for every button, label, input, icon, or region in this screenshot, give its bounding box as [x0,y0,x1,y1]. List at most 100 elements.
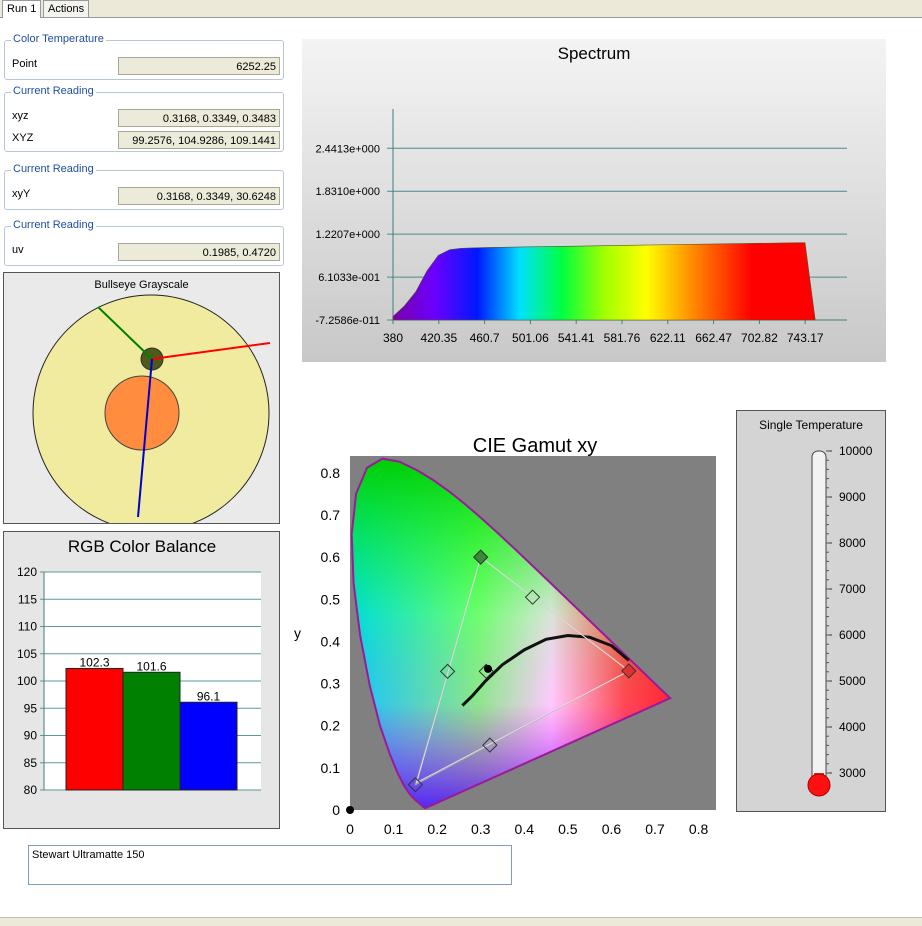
spectrum-x-tick-label: 743.17 [787,331,824,345]
tab-run-1[interactable]: Run 1 [2,0,42,18]
gauge-scale-label: 9000 [839,490,866,504]
bullseye-panel: Bullseye Grayscale [3,272,280,524]
color-temperature-group: Color Temperature Point 6252.25 [4,33,284,80]
spectrum-y-tick-label: -7.2586e-011 [315,315,380,327]
gauge-scale-label: 10000 [839,444,873,458]
spectrum-title: Spectrum [558,44,631,63]
cie-red-marker [621,663,637,679]
rgb-bar-data-label: 102.3 [79,655,109,669]
temperature-gauge: Single Temperature 10000 9000 8000 7000 6000… [759,418,873,797]
gauge-scale-label: 6000 [839,628,866,642]
cie-x-tick-label: 0.5 [558,821,578,837]
rgb-y-tick-label: 95 [24,701,38,715]
reading-xyz-title: Current Reading [11,85,96,97]
spectrum-y-tick-label: 1.8310e+000 [315,186,380,198]
cie-chart: CIE Gamut xy 0 0.1 0.2 0.3 0.4 0.5 0.6 0.7 0.8 0 0… [294,435,716,837]
cie-x-tick-label: 0 [346,821,354,837]
spectrum-x-tick-label: 460.7 [470,331,500,345]
gauge-scale-label: 5000 [839,674,866,688]
gauge-scale-label: 3000 [839,766,866,780]
cie-y-tick-label: 0.3 [321,676,341,692]
bullseye-green-vector [97,306,153,360]
spectrum-panel: Spectrum -7.2586e-011 6.1033e-001 1.2207e+… [302,39,886,362]
bullseye-blue-vector [137,358,153,518]
cie-x-tick-label: 0.7 [645,821,665,837]
spectrum-x-tick-label: 501.06 [512,331,549,345]
XYZ-label: XYZ [12,132,34,144]
spectrum-y-tick-label: 1.2207e+000 [315,229,380,241]
gauge-scale-label: 7000 [839,582,866,596]
status-bar [0,917,922,926]
cie-y-tick-label: 0.1 [321,760,341,776]
uv-label: uv [12,244,24,256]
color-temperature-title: Color Temperature [11,33,106,45]
point-value: 6252.25 [118,57,280,75]
cie-x-tick-label: 0.6 [602,821,622,837]
uv-value: 0.1985, 0.4720 [118,243,280,261]
cie-blue-marker [407,777,424,793]
reading-uv-title: Current Reading [11,219,96,231]
temperature-gauge-title: Single Temperature [759,418,863,432]
reading-xyz-group: Current Reading xyz 0.3168, 0.3349, 0.34… [4,85,284,152]
XYZ-value: 99.2576, 104.9286, 109.1441 [118,131,280,149]
rgb-y-tick-label: 80 [24,783,38,797]
notes-input[interactable]: Stewart Ultramatte 150 [28,845,512,885]
spectrum-x-tick-label: 420.35 [420,331,457,345]
cie-x-tick-label: 0.1 [384,821,404,837]
rgb-balance-panel: RGB Color Balance 80 85 90 95 100 105 110 115 12… [3,531,280,829]
cie-y-tick-label: 0.5 [321,591,341,607]
bullseye-chart [32,294,271,523]
cie-y-tick-label: 0.4 [321,633,341,649]
spectrum-x-tick-label: 581.76 [604,331,641,345]
rgb-bar-green [122,671,181,791]
cie-y-tick-label: 0.6 [321,549,341,565]
rgb-y-tick-label: 100 [17,674,37,688]
tab-actions[interactable]: Actions [43,0,90,17]
rgb-y-tick-label: 115 [18,592,37,606]
cie-y-tick-label: 0 [332,802,340,818]
rgb-y-tick-label: 120 [17,565,37,579]
tab-bar: Run 1 Actions [0,0,922,18]
reading-xyY-title: Current Reading [11,163,96,175]
spectrum-area [392,242,816,321]
spectrum-x-tick-label: 622.11 [650,331,686,345]
cie-x-tick-label: 0.4 [515,821,535,837]
gauge-bulb [807,773,831,797]
cie-x-tick-label: 0.2 [427,821,447,837]
cie-origin-point [346,806,354,814]
rgb-bar-data-label: 96.1 [197,689,221,703]
rgb-balance-chart: RGB Color Balance 80 85 90 95 100 105 110 115 12… [17,537,261,797]
rgb-balance-title: RGB Color Balance [68,537,216,556]
cie-y-tick-label: 0.8 [321,465,341,481]
cie-x-tick-label: 0.3 [471,821,491,837]
spectrum-y-tick-label: 6.1033e-001 [318,272,380,284]
bullseye-inner-ring [104,375,180,451]
point-label: Point [12,58,38,70]
gauge-tube [811,450,827,786]
cie-green-marker [473,549,489,565]
rgb-bar-blue [179,701,238,791]
cie-secondary-marker [439,663,456,680]
gauge-scale-label: 8000 [839,536,866,550]
rgb-y-tick-label: 90 [24,729,38,743]
xyz-value: 0.3168, 0.3349, 0.3483 [118,109,280,127]
cie-white-measured-point [484,664,493,673]
rgb-bar-red [65,667,124,791]
spectrum-x-tick-label: 541.41 [558,331,595,345]
cie-y-axis-label: y [294,625,301,641]
reading-xyY-group: Current Reading xyY 0.3168, 0.3349, 30.6… [4,163,284,210]
bullseye-red-vector [151,342,271,360]
cie-spectral-locus [350,457,672,809]
rgb-y-tick-label: 105 [17,647,37,661]
spectrum-x-tick-label: 380 [383,331,403,345]
cie-secondary-marker [524,589,541,605]
gauge-scale-label: 4000 [839,720,866,734]
bullseye-title: Bullseye Grayscale [94,279,189,291]
spectrum-x-tick-label: 662.47 [695,331,732,345]
cie-secondary-marker [482,737,498,753]
xyz-label: xyz [12,110,29,122]
cie-panel: CIE Gamut xy 0 0.1 0.2 0.3 0.4 0.5 0.6 0.7 0.8 0 0… [286,428,726,840]
cie-measured-gamut [415,556,630,784]
reading-uv-group: Current Reading uv 0.1985, 0.4720 [4,219,284,266]
spectrum-chart: Spectrum -7.2586e-011 6.1033e-001 1.2207e+… [315,44,847,345]
